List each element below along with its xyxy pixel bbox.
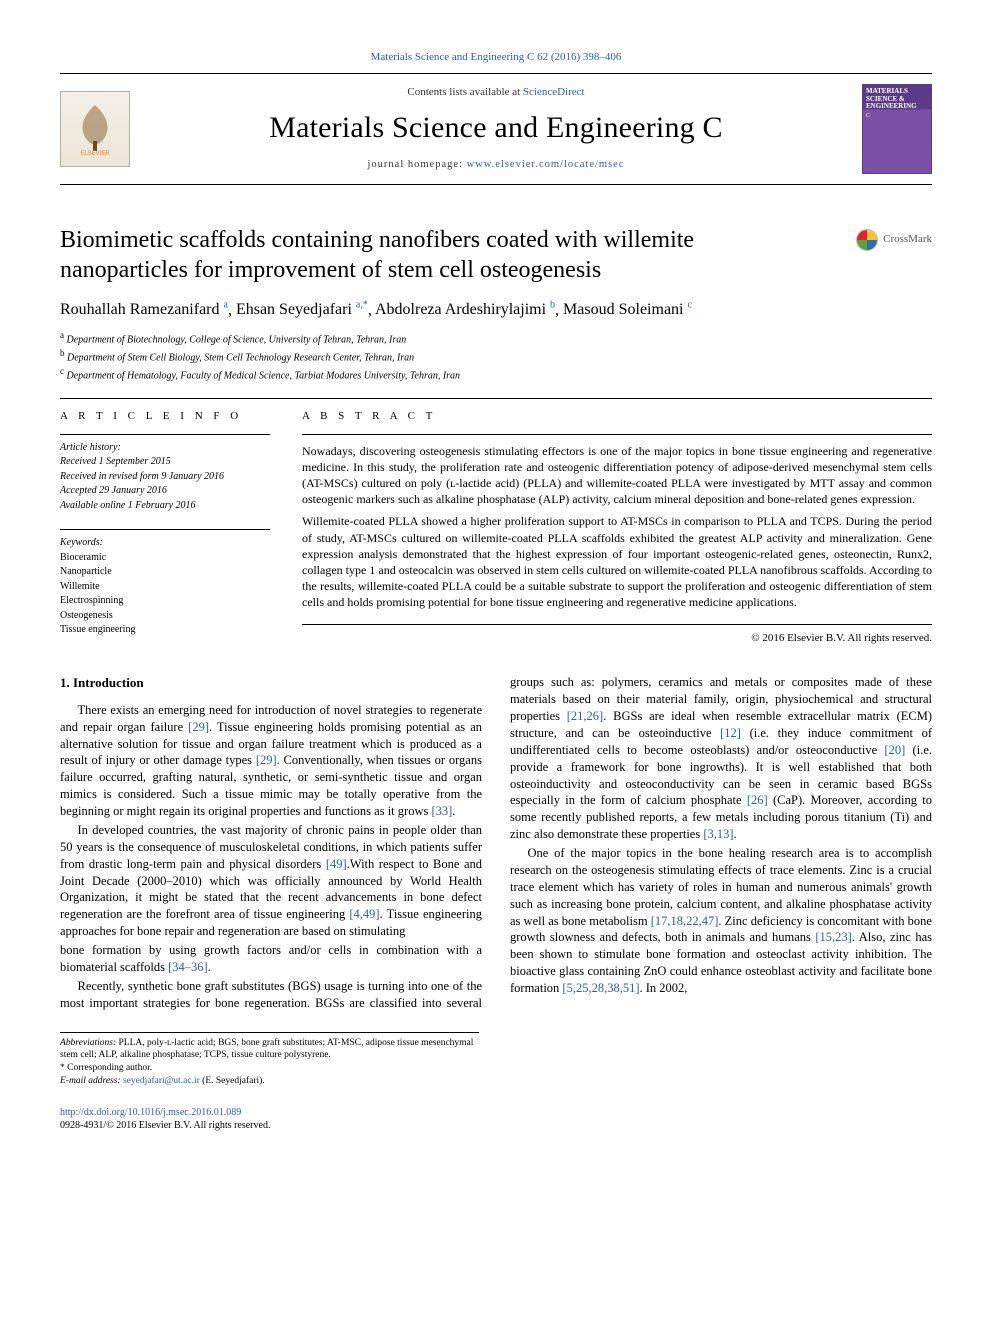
article-header: CrossMark Biomimetic scaffolds containin… bbox=[60, 225, 932, 384]
citation-ref[interactable]: [21,26] bbox=[567, 709, 603, 723]
citation-ref[interactable]: [34–36] bbox=[168, 960, 208, 974]
elsevier-tree-icon: ELSEVIER bbox=[72, 101, 118, 157]
keyword: Bioceramic bbox=[60, 551, 270, 566]
author-affil-marker: c bbox=[687, 300, 691, 311]
history-revised: Received in revised form 9 January 2016 bbox=[60, 470, 270, 485]
crossmark-label: CrossMark bbox=[883, 232, 932, 247]
citation-ref[interactable]: [12] bbox=[720, 726, 741, 740]
journal-cover-thumb: MATERIALS SCIENCE & ENGINEERING C bbox=[862, 84, 932, 174]
affiliation-a: a Department of Biotechnology, College o… bbox=[60, 329, 932, 347]
article-title: Biomimetic scaffolds containing nanofibe… bbox=[60, 225, 820, 285]
publisher-logo: ELSEVIER bbox=[60, 91, 130, 167]
email-footnote: E-mail address: seyedjafari@ut.ac.ir (E.… bbox=[60, 1075, 479, 1088]
copyright-line: © 2016 Elsevier B.V. All rights reserved… bbox=[302, 631, 932, 646]
body-paragraph: In developed countries, the vast majorit… bbox=[60, 822, 482, 940]
abstract-label: A B S T R A C T bbox=[302, 409, 932, 424]
abbreviations-footnote: Abbreviations: PLLA, poly-ʟ-lactic acid;… bbox=[60, 1037, 479, 1063]
author-name: Masoud Soleimani bbox=[563, 301, 683, 318]
keyword: Willemite bbox=[60, 580, 270, 595]
masthead-center: Contents lists available at ScienceDirec… bbox=[144, 85, 848, 173]
citation-ref[interactable]: [5,25,28,38,51] bbox=[562, 981, 639, 995]
author-1: Rouhallah Ramezanifard a bbox=[60, 301, 228, 318]
history-heading: Article history: bbox=[60, 441, 270, 456]
abbr-label: Abbreviations: bbox=[60, 1038, 116, 1048]
keyword: Nanoparticle bbox=[60, 565, 270, 580]
crossmark-icon bbox=[856, 229, 878, 251]
email-link[interactable]: seyedjafari@ut.ac.ir bbox=[123, 1076, 200, 1086]
corresponding-footnote: * Corresponding author. bbox=[60, 1062, 479, 1075]
body-text: 1. Introduction There exists an emerging… bbox=[60, 674, 932, 1011]
masthead: ELSEVIER Contents lists available at Sci… bbox=[60, 78, 932, 185]
citation-ref[interactable]: [33] bbox=[431, 804, 452, 818]
article-history: Article history: Received 1 September 20… bbox=[60, 434, 270, 514]
running-citation: Materials Science and Engineering C 62 (… bbox=[60, 50, 932, 65]
section-divider bbox=[60, 398, 932, 399]
sciencedirect-link[interactable]: ScienceDirect bbox=[523, 86, 585, 98]
svg-text:ELSEVIER: ELSEVIER bbox=[80, 151, 110, 157]
body-paragraph: There exists an emerging need for introd… bbox=[60, 702, 482, 820]
author-4: Masoud Soleimani c bbox=[563, 301, 692, 318]
journal-title: Materials Science and Engineering C bbox=[144, 108, 848, 149]
keyword: Tissue engineering bbox=[60, 623, 270, 638]
author-name: Ehsan Seyedjafari bbox=[236, 301, 352, 318]
journal-homepage: journal homepage: www.elsevier.com/locat… bbox=[144, 158, 848, 172]
email-label: E-mail address: bbox=[60, 1076, 123, 1086]
author-2: Ehsan Seyedjafari a,* bbox=[236, 301, 368, 318]
issn-copyright: 0928-4931/© 2016 Elsevier B.V. All right… bbox=[60, 1119, 932, 1133]
citation-ref[interactable]: [20] bbox=[884, 743, 905, 757]
body-paragraph: One of the major topics in the bone heal… bbox=[510, 845, 932, 997]
doi-link[interactable]: http://dx.doi.org/10.1016/j.msec.2016.01… bbox=[60, 1107, 241, 1118]
cover-label-2: ENGINEERING bbox=[866, 103, 928, 111]
citation-ref[interactable]: [17,18,22,47] bbox=[651, 914, 719, 928]
abbr-text: PLLA, poly-ʟ-lactic acid; BGS, bone graf… bbox=[60, 1038, 473, 1061]
author-name: Rouhallah Ramezanifard bbox=[60, 301, 220, 318]
homepage-link[interactable]: www.elsevier.com/locate/msec bbox=[467, 159, 625, 170]
citation-ref[interactable]: [26] bbox=[747, 793, 768, 807]
homepage-prefix: journal homepage: bbox=[368, 159, 467, 170]
keywords-heading: Keywords: bbox=[60, 536, 270, 551]
email-suffix: (E. Seyedjafari). bbox=[200, 1076, 265, 1086]
author-affil-marker: a bbox=[224, 300, 228, 311]
author-affil-marker: a,* bbox=[356, 300, 368, 311]
citation-ref[interactable]: [49] bbox=[326, 857, 347, 871]
contents-prefix: Contents lists available at bbox=[407, 86, 522, 98]
crossmark-badge[interactable]: CrossMark bbox=[856, 229, 932, 251]
citation-ref[interactable]: [15,23] bbox=[815, 930, 851, 944]
page-footer: http://dx.doi.org/10.1016/j.msec.2016.01… bbox=[60, 1106, 932, 1133]
author-affil-marker: b bbox=[550, 300, 555, 311]
affiliation-c: c Department of Hematology, Faculty of M… bbox=[60, 365, 932, 383]
abstract-p2: Willemite-coated PLLA showed a higher pr… bbox=[302, 513, 932, 610]
top-rule bbox=[60, 73, 932, 74]
abstract-p1: Nowadays, discovering osteogenesis stimu… bbox=[302, 443, 932, 508]
author-list: Rouhallah Ramezanifard a, Ehsan Seyedjaf… bbox=[60, 299, 932, 321]
citation-ref[interactable]: [4,49] bbox=[349, 907, 379, 921]
article-info-column: A R T I C L E I N F O Article history: R… bbox=[60, 409, 270, 647]
affiliation-b: b Department of Stem Cell Biology, Stem … bbox=[60, 347, 932, 365]
contents-line: Contents lists available at ScienceDirec… bbox=[144, 85, 848, 100]
footnotes: Abbreviations: PLLA, poly-ʟ-lactic acid;… bbox=[60, 1032, 479, 1088]
abstract-column: A B S T R A C T Nowadays, discovering os… bbox=[302, 409, 932, 647]
history-online: Available online 1 February 2016 bbox=[60, 499, 270, 514]
keywords-block: Keywords: Bioceramic Nanoparticle Willem… bbox=[60, 529, 270, 638]
history-received: Received 1 September 2015 bbox=[60, 455, 270, 470]
keyword: Electrospinning bbox=[60, 594, 270, 609]
citation-ref[interactable]: [29] bbox=[256, 753, 277, 767]
author-name: Abdolreza Ardeshirylajimi bbox=[375, 301, 546, 318]
cover-label-1: MATERIALS SCIENCE & bbox=[866, 88, 928, 103]
citation-ref[interactable]: [29] bbox=[188, 720, 209, 734]
abstract-body: Nowadays, discovering osteogenesis stimu… bbox=[302, 434, 932, 626]
affiliations: a Department of Biotechnology, College o… bbox=[60, 329, 932, 384]
citation-ref[interactable]: [3,13] bbox=[703, 827, 733, 841]
body-paragraph: bone formation by using growth factors a… bbox=[60, 942, 482, 976]
section-heading-intro: 1. Introduction bbox=[60, 674, 482, 692]
keyword: Osteogenesis bbox=[60, 609, 270, 624]
article-info-label: A R T I C L E I N F O bbox=[60, 409, 270, 424]
history-accepted: Accepted 29 January 2016 bbox=[60, 484, 270, 499]
author-3: Abdolreza Ardeshirylajimi b bbox=[375, 301, 555, 318]
